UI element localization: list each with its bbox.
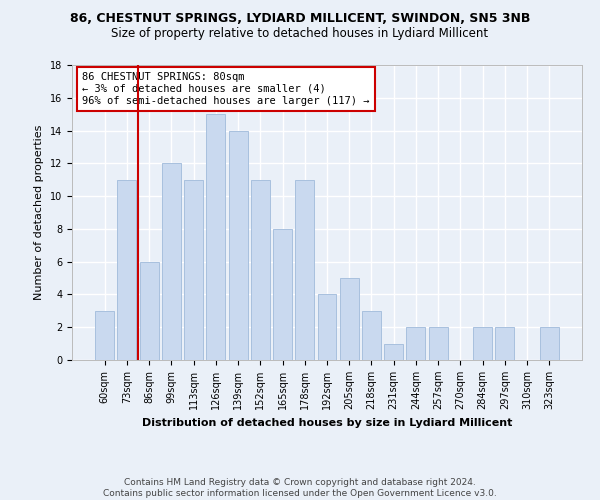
Bar <box>229 130 248 360</box>
Bar <box>496 327 514 360</box>
X-axis label: Distribution of detached houses by size in Lydiard Millicent: Distribution of detached houses by size … <box>142 418 512 428</box>
Bar <box>206 114 225 360</box>
Bar <box>429 327 448 360</box>
Bar <box>540 327 559 360</box>
Bar <box>95 311 114 360</box>
Bar <box>317 294 337 360</box>
Bar <box>295 180 314 360</box>
Text: 86 CHESTNUT SPRINGS: 80sqm
← 3% of detached houses are smaller (4)
96% of semi-d: 86 CHESTNUT SPRINGS: 80sqm ← 3% of detac… <box>82 72 370 106</box>
Y-axis label: Number of detached properties: Number of detached properties <box>34 125 44 300</box>
Bar <box>273 229 292 360</box>
Bar <box>473 327 492 360</box>
Bar <box>340 278 359 360</box>
Bar <box>184 180 203 360</box>
Text: Size of property relative to detached houses in Lydiard Millicent: Size of property relative to detached ho… <box>112 28 488 40</box>
Bar <box>118 180 136 360</box>
Bar <box>140 262 158 360</box>
Text: 86, CHESTNUT SPRINGS, LYDIARD MILLICENT, SWINDON, SN5 3NB: 86, CHESTNUT SPRINGS, LYDIARD MILLICENT,… <box>70 12 530 26</box>
Bar <box>406 327 425 360</box>
Bar <box>362 311 381 360</box>
Text: Contains HM Land Registry data © Crown copyright and database right 2024.
Contai: Contains HM Land Registry data © Crown c… <box>103 478 497 498</box>
Bar <box>251 180 270 360</box>
Bar <box>162 164 181 360</box>
Bar <box>384 344 403 360</box>
